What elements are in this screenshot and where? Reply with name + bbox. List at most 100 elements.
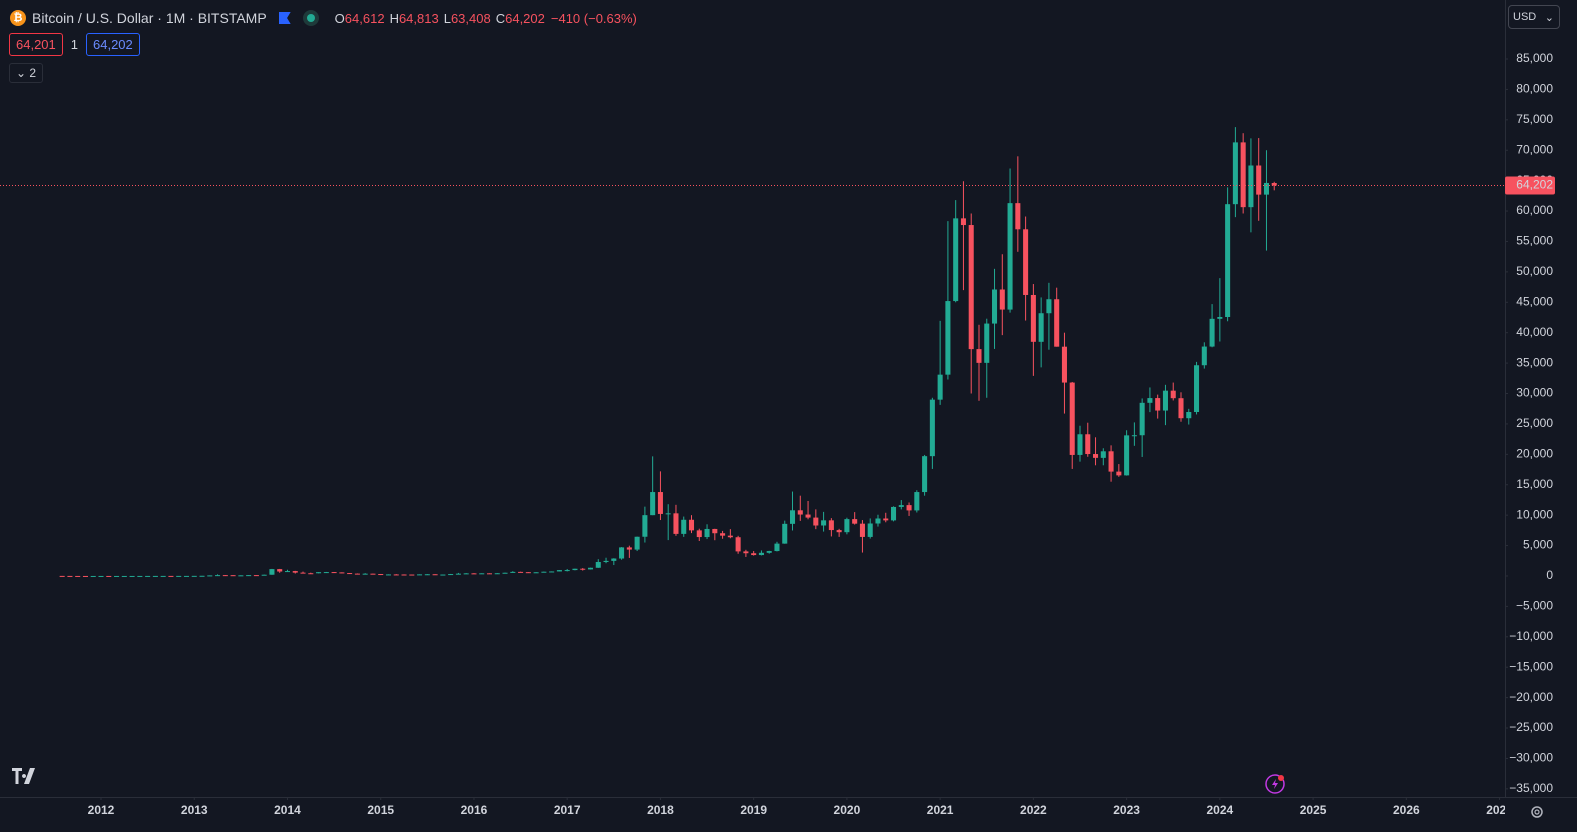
last-price-label: 64,202 xyxy=(1516,178,1553,192)
candle-body xyxy=(316,572,322,574)
x-tick-label: 2013 xyxy=(181,803,208,817)
candle-body xyxy=(533,572,539,574)
change: −410 (−0.63%) xyxy=(550,10,637,26)
candle-body xyxy=(937,374,943,400)
candle-body xyxy=(432,574,438,576)
indicator-count: 2 xyxy=(29,66,37,80)
candle-body xyxy=(1093,454,1099,458)
candle-body xyxy=(657,492,663,514)
candle-body xyxy=(253,575,259,577)
candle-body xyxy=(129,575,135,577)
currency: USD xyxy=(1513,11,1537,23)
candle-body xyxy=(362,573,368,575)
settings-icon[interactable] xyxy=(1531,806,1543,818)
candle-body xyxy=(704,528,710,538)
ohlc-value: 64,612 xyxy=(344,10,385,26)
candle-body xyxy=(945,301,951,375)
candle-body xyxy=(121,575,127,577)
candle-body xyxy=(821,520,827,526)
flag-icon[interactable] xyxy=(278,12,291,24)
candle-body xyxy=(106,575,112,577)
x-tick-label: 2018 xyxy=(647,803,674,817)
lightning-icon[interactable] xyxy=(1265,774,1285,794)
candle-body xyxy=(424,574,430,576)
candle-body xyxy=(727,535,733,538)
x-tick-label: 2022 xyxy=(1020,803,1047,817)
candle-body xyxy=(844,519,850,533)
candle-body xyxy=(183,575,189,577)
candle-body xyxy=(587,567,594,570)
legend-header: ₿ Bitcoin / U.S. Dollar · 1M · BITSTAMP … xyxy=(10,8,637,28)
candle-body xyxy=(549,571,555,573)
candle-body xyxy=(619,547,625,559)
candle-body xyxy=(1085,434,1091,455)
candle-body xyxy=(114,575,120,577)
candle-body xyxy=(455,573,461,575)
candle-body xyxy=(222,575,228,577)
symbol-title[interactable]: Bitcoin / U.S. Dollar · 1M · BITSTAMP xyxy=(32,10,267,26)
candle-body xyxy=(1248,165,1254,208)
sell-button[interactable]: 64,201 xyxy=(9,33,63,56)
candle-body xyxy=(409,574,415,576)
candle-body xyxy=(199,575,205,577)
candle-body xyxy=(90,575,96,577)
market-status[interactable] xyxy=(306,14,315,22)
candle-body xyxy=(339,572,345,574)
candle-body xyxy=(347,573,353,575)
candle-body xyxy=(176,575,182,577)
y-tick-label: 50,000 xyxy=(1516,264,1553,278)
candle-body xyxy=(634,536,640,550)
x-tick-label: 2025 xyxy=(1300,803,1327,817)
ohlc-key: O xyxy=(334,10,345,26)
indicators-toggle[interactable]: ⌄ 2 xyxy=(9,63,44,83)
buy-button[interactable]: 64,202 xyxy=(86,33,140,56)
candle-body xyxy=(152,575,158,577)
candle-body xyxy=(1038,313,1044,342)
candle-body xyxy=(471,573,477,575)
candle-body xyxy=(541,571,547,573)
candle-body xyxy=(308,573,314,575)
candle-body xyxy=(875,518,881,524)
y-tick-label: 80,000 xyxy=(1516,82,1553,96)
y-tick-label: 40,000 xyxy=(1516,325,1553,339)
candle-body xyxy=(393,574,399,576)
tradingview-logo[interactable] xyxy=(12,768,35,784)
candle-body xyxy=(1271,182,1277,186)
ohlc-value: 64,202 xyxy=(505,10,545,26)
candle-body xyxy=(238,575,244,577)
candle-body xyxy=(922,456,928,493)
candle-body xyxy=(1131,435,1137,437)
candle-body xyxy=(984,323,990,363)
candle-body xyxy=(1194,365,1200,413)
ohlc-key: C xyxy=(495,10,506,26)
y-tick-label: 0 xyxy=(1546,568,1553,582)
candle-body xyxy=(665,513,671,515)
candle-body xyxy=(1023,229,1029,295)
ohlc-key: H xyxy=(389,10,399,26)
candle-body xyxy=(852,519,858,524)
y-tick-label: −20,000 xyxy=(1509,690,1553,704)
candle-body xyxy=(789,510,796,524)
price-axis-panel xyxy=(1505,0,1577,797)
candle-body xyxy=(486,573,493,575)
candle-body xyxy=(448,574,454,576)
candle-body xyxy=(1147,398,1153,403)
candle-body xyxy=(1178,398,1184,419)
y-tick-label: 15,000 xyxy=(1516,477,1553,491)
candle-body xyxy=(1015,203,1021,230)
candle-body xyxy=(246,575,252,577)
candle-body xyxy=(595,561,601,568)
y-tick-label: 60,000 xyxy=(1516,203,1553,217)
candle-body xyxy=(603,560,609,562)
candle-body xyxy=(914,492,920,511)
candle-body xyxy=(191,575,197,577)
currency-select[interactable]: USD ⌄ xyxy=(1508,5,1560,29)
candle-body xyxy=(929,399,935,457)
candle-body xyxy=(145,575,151,577)
candle-body xyxy=(1256,165,1262,195)
ohlc-value: 63,408 xyxy=(450,10,491,26)
candle-body xyxy=(160,575,166,577)
candle-body xyxy=(1170,390,1176,399)
